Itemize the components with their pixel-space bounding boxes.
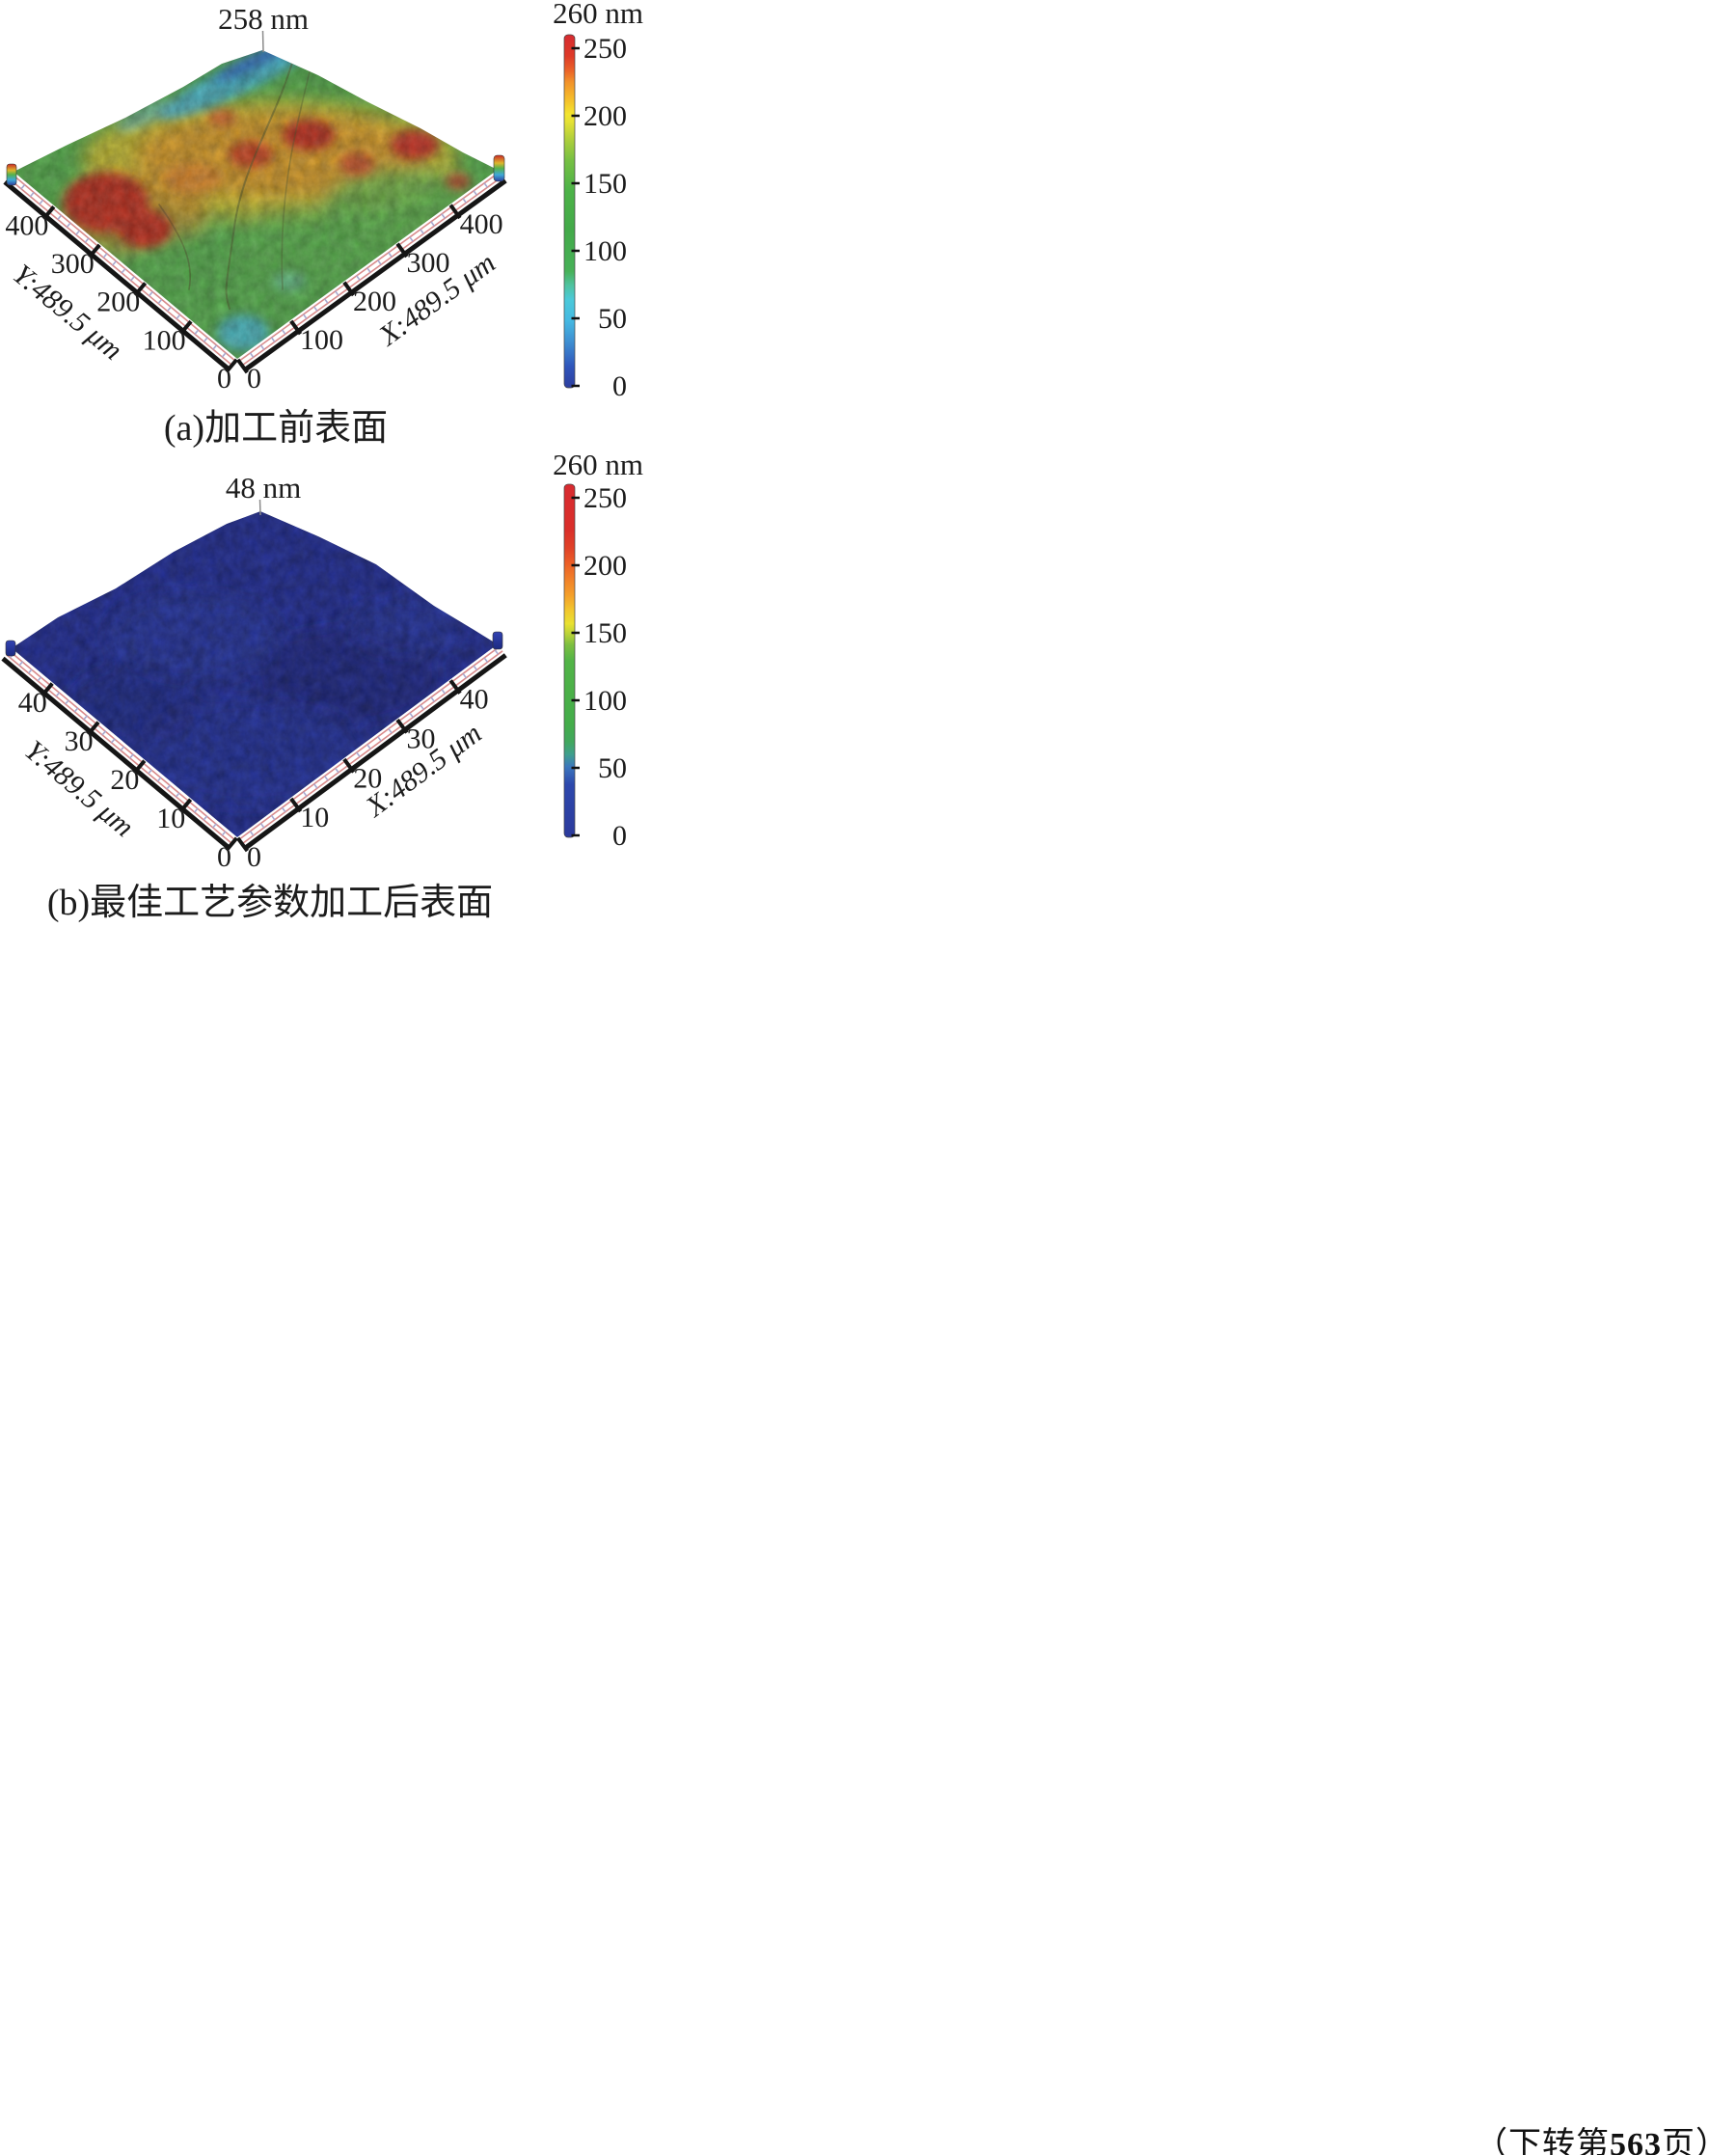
corner-range-marker-left-a xyxy=(6,163,17,186)
y-tick-label: 40 xyxy=(18,687,47,719)
y-axis-tick-labels-a: 400 300 200 100 0 xyxy=(5,210,231,396)
y-tick-label: 10 xyxy=(156,803,185,834)
cb-tick-label: 50 xyxy=(598,752,627,784)
cb-tick-label: 50 xyxy=(598,303,627,335)
colorbar-title-a: 260 nm xyxy=(553,0,643,30)
x-axis-ruler-a xyxy=(235,171,507,374)
x-origin-label: 0 xyxy=(247,841,261,873)
x-axis-tick-labels-a: 0 100 200 300 400 xyxy=(247,208,503,395)
y-axis-ruler-a xyxy=(3,173,238,373)
cb-tick-label: 150 xyxy=(583,617,627,649)
y-origin-label: 0 xyxy=(217,841,231,873)
peak-height-label-a: 258 nm xyxy=(218,2,309,36)
y-tick-label: 30 xyxy=(65,725,94,757)
cb-tick-label: 150 xyxy=(583,168,627,200)
page-continuation-note: （下转第563页） xyxy=(1475,2117,1729,2155)
panel-b: 48 nm xyxy=(1,448,643,923)
colorbar-b: 260 nm 250 200 150 100 50 0 xyxy=(553,448,643,852)
corner-range-marker-left-b xyxy=(5,640,16,657)
peak-pointer-line-b xyxy=(258,499,261,516)
x-tick-label: 300 xyxy=(407,247,450,279)
y-axis-ruler-b xyxy=(1,649,238,852)
y-origin-label: 0 xyxy=(217,363,231,395)
colorbar-title-b: 260 nm xyxy=(553,448,643,481)
figure-3d-surface-panels: 258 nm xyxy=(1,0,643,923)
colorbar-a: 260 nm 250 200 150 100 50 0 xyxy=(553,0,643,402)
y-tick-label: 200 xyxy=(96,286,140,318)
panel-a: 258 nm xyxy=(3,0,643,449)
y-tick-label: 100 xyxy=(143,324,186,356)
x-tick-label: 200 xyxy=(353,286,396,317)
corner-range-marker-right-b xyxy=(492,631,503,650)
x-tick-label: 20 xyxy=(353,762,382,794)
y-tick-label: 400 xyxy=(5,210,48,242)
x-axis-ruler-b xyxy=(235,645,507,853)
x-tick-label: 30 xyxy=(407,723,436,754)
colorbar-ticks-b xyxy=(571,496,580,837)
cb-tick-label: 250 xyxy=(583,33,627,65)
x-origin-label: 0 xyxy=(247,363,261,395)
corner-range-marker-right-a xyxy=(493,154,505,182)
cb-tick-label: 100 xyxy=(583,685,627,717)
caption-panel-a: (a)加工前表面 xyxy=(164,408,388,449)
x-tick-label: 400 xyxy=(460,208,503,240)
peak-pointer-line-a xyxy=(261,30,264,53)
continuation-page-number: 563 xyxy=(1610,2127,1662,2155)
continuation-prefix: （下转第 xyxy=(1475,2127,1610,2155)
x-tick-label: 100 xyxy=(300,324,343,356)
continuation-suffix: 页） xyxy=(1662,2127,1729,2155)
x-tick-label: 10 xyxy=(300,802,329,833)
colorbar-ticks-a xyxy=(571,46,580,388)
caption-panel-b: (b)最佳工艺参数加工后表面 xyxy=(47,883,493,923)
cb-tick-label: 200 xyxy=(583,100,627,132)
cb-tick-label: 250 xyxy=(583,482,627,514)
x-axis-tick-labels-b: 0 10 20 30 40 xyxy=(247,684,489,873)
cb-tick-label: 0 xyxy=(612,370,627,402)
colorbar-tick-labels-a: 250 200 150 100 50 0 xyxy=(583,33,627,402)
peak-height-label-b: 48 nm xyxy=(226,471,301,505)
cb-tick-label: 100 xyxy=(583,235,627,267)
y-tick-label: 20 xyxy=(110,764,139,796)
x-tick-label: 40 xyxy=(460,684,489,716)
y-tick-label: 300 xyxy=(51,248,95,280)
cb-tick-label: 0 xyxy=(612,820,627,852)
cb-tick-label: 200 xyxy=(583,550,627,582)
colorbar-tick-labels-b: 250 200 150 100 50 0 xyxy=(583,482,627,852)
y-axis-tick-labels-b: 40 30 20 10 0 xyxy=(18,687,231,873)
